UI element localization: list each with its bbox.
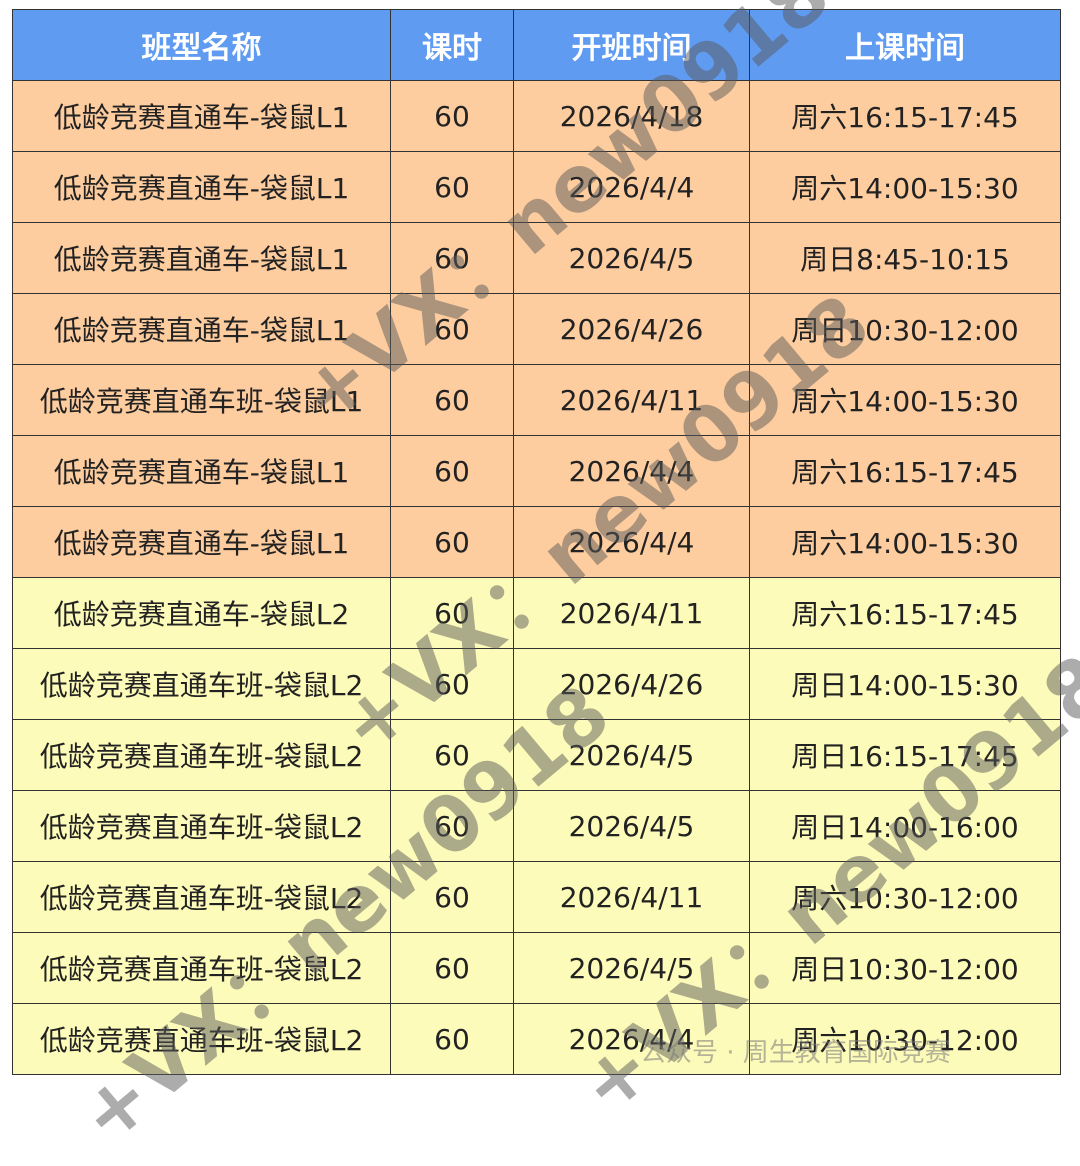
table-row: 低龄竞赛直通车-袋鼠L1 60 2026/4/4 周六16:15-17:45 [12, 435, 1061, 507]
table-body: 低龄竞赛直通车-袋鼠L1 60 2026/4/18 周六16:15-17:45 低龄竞赛… [12, 80, 1061, 1075]
cell: 60 [390, 861, 514, 933]
cell: 低龄竞赛直通车-袋鼠L1 [12, 506, 391, 578]
cell: 低龄竞赛直通车-袋鼠L2 [12, 577, 391, 649]
cell: 低龄竞赛直通车-袋鼠L1 [12, 222, 391, 294]
cell: 60 [390, 293, 514, 365]
cell: 周六14:00-15:30 [749, 151, 1061, 223]
table-row: 低龄竞赛直通车-袋鼠L2 60 2026/4/11 周六16:15-17:45 [12, 577, 1061, 649]
table-row: 低龄竞赛直通车-袋鼠L1 60 2026/4/4 周六14:00-15:30 [12, 151, 1061, 223]
cell: 2026/4/11 [513, 861, 750, 933]
cell: 2026/4/18 [513, 80, 750, 152]
cell: 低龄竞赛直通车班-袋鼠L2 [12, 932, 391, 1004]
cell: 2026/4/4 [513, 151, 750, 223]
cell: 2026/4/26 [513, 648, 750, 720]
cell: 2026/4/4 [513, 1003, 750, 1075]
cell: 2026/4/26 [513, 293, 750, 365]
table-row: 低龄竞赛直通车-袋鼠L1 60 2026/4/5 周日8:45-10:15 [12, 222, 1061, 294]
header-cell: 课时 [390, 9, 514, 81]
cell: 低龄竞赛直通车班-袋鼠L2 [12, 1003, 391, 1075]
cell: 60 [390, 151, 514, 223]
table-row: 低龄竞赛直通车-袋鼠L1 60 2026/4/26 周日10:30-12:00 [12, 293, 1061, 365]
header-row: 班型名称 课时 开班时间 上课时间 [12, 9, 1061, 81]
cell: 周六10:30-12:00 [749, 861, 1061, 933]
cell: 2026/4/4 [513, 506, 750, 578]
cell: 60 [390, 719, 514, 791]
cell: 周六16:15-17:45 [749, 80, 1061, 152]
table-row: 低龄竞赛直通车班-袋鼠L2 60 2026/4/26 周日14:00-15:30 [12, 648, 1061, 720]
table-row: 低龄竞赛直通车班-袋鼠L1 60 2026/4/11 周六14:00-15:30 [12, 364, 1061, 436]
footer-watermark: 公众号 · 周生教育国际竞赛 [640, 1038, 951, 1068]
cell: 周六10:30-12:00 [749, 1003, 1061, 1075]
table-row: 低龄竞赛直通车班-袋鼠L2 60 2026/4/11 周六10:30-12:00 [12, 861, 1061, 933]
cell: 2026/4/11 [513, 577, 750, 649]
cell: 周六16:15-17:45 [749, 435, 1061, 507]
cell: 2026/4/11 [513, 364, 750, 436]
table-row: 低龄竞赛直通车班-袋鼠L2 60 2026/4/5 周日10:30-12:00 [12, 932, 1061, 1004]
cell: 60 [390, 790, 514, 862]
table-row: 低龄竞赛直通车班-袋鼠L2 60 2026/4/5 周日14:00-16:00 [12, 790, 1061, 862]
cell: 低龄竞赛直通车-袋鼠L1 [12, 293, 391, 365]
cell: 周日14:00-15:30 [749, 648, 1061, 720]
header-cell: 开班时间 [513, 9, 750, 81]
cell: 60 [390, 80, 514, 152]
cell: 周日16:15-17:45 [749, 719, 1061, 791]
header-cell: 班型名称 [12, 9, 391, 81]
cell: 周日10:30-12:00 [749, 293, 1061, 365]
cell: 60 [390, 364, 514, 436]
cell: 低龄竞赛直通车-袋鼠L1 [12, 151, 391, 223]
cell: 60 [390, 577, 514, 649]
schedule-table: 班型名称 课时 开班时间 上课时间 低龄竞赛直通车-袋鼠L1 60 2026/4/18 周六… [12, 9, 1061, 1075]
cell: 低龄竞赛直通车-袋鼠L1 [12, 80, 391, 152]
cell: 周日8:45-10:15 [749, 222, 1061, 294]
cell: 2026/4/5 [513, 222, 750, 294]
cell: 周六14:00-15:30 [749, 364, 1061, 436]
cell: 周六16:15-17:45 [749, 577, 1061, 649]
cell: 60 [390, 648, 514, 720]
table-row: 低龄竞赛直通车-袋鼠L1 60 2026/4/4 周六14:00-15:30 [12, 506, 1061, 578]
cell: 周日10:30-12:00 [749, 932, 1061, 1004]
cell: 60 [390, 932, 514, 1004]
cell: 60 [390, 222, 514, 294]
table-row: 低龄竞赛直通车班-袋鼠L2 60 2026/4/4 周六10:30-12:00 [12, 1003, 1061, 1075]
cell: 2026/4/4 [513, 435, 750, 507]
table-row: 低龄竞赛直通车班-袋鼠L2 60 2026/4/5 周日16:15-17:45 [12, 719, 1061, 791]
cell: 2026/4/5 [513, 932, 750, 1004]
cell: 低龄竞赛直通车班-袋鼠L2 [12, 719, 391, 791]
cell: 60 [390, 435, 514, 507]
cell: 周日14:00-16:00 [749, 790, 1061, 862]
cell: 低龄竞赛直通车班-袋鼠L2 [12, 790, 391, 862]
cell: 低龄竞赛直通车班-袋鼠L2 [12, 861, 391, 933]
cell: 60 [390, 1003, 514, 1075]
table-row: 低龄竞赛直通车-袋鼠L1 60 2026/4/18 周六16:15-17:45 [12, 80, 1061, 152]
cell: 2026/4/5 [513, 790, 750, 862]
cell: 2026/4/5 [513, 719, 750, 791]
cell: 60 [390, 506, 514, 578]
cell: 低龄竞赛直通车班-袋鼠L1 [12, 364, 391, 436]
cell: 低龄竞赛直通车-袋鼠L1 [12, 435, 391, 507]
cell: 低龄竞赛直通车班-袋鼠L2 [12, 648, 391, 720]
page: 班型名称 课时 开班时间 上课时间 低龄竞赛直通车-袋鼠L1 60 2026/4/18 周六… [12, 0, 1080, 1163]
header-cell: 上课时间 [749, 9, 1061, 81]
cell: 周六14:00-15:30 [749, 506, 1061, 578]
